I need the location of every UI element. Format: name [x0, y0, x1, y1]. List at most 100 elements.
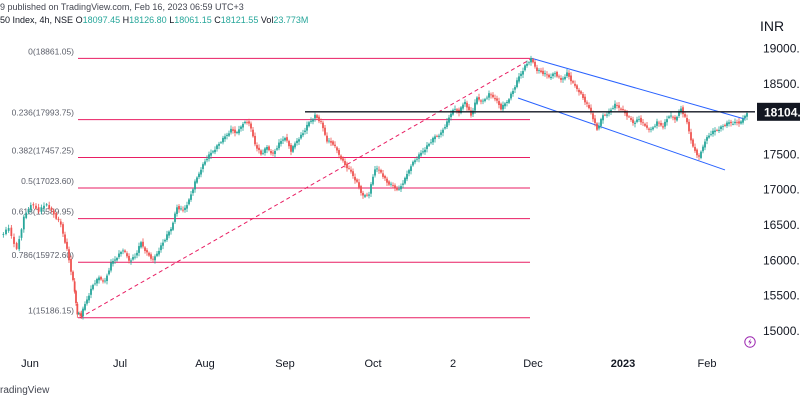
candle-body [326, 135, 328, 142]
candle-body [744, 115, 746, 119]
y-tick-label-6: 15500.00 [763, 289, 800, 303]
x-tick-label-1: Jul [113, 358, 127, 370]
candle-body [510, 93, 512, 99]
ohlc-high-value: 18126.80 [129, 15, 167, 25]
x-tick-label-3: Sep [275, 358, 295, 370]
candle-body [482, 100, 484, 102]
candle-body [410, 166, 412, 171]
candle-body [318, 116, 320, 122]
candle-body [702, 146, 704, 152]
candle-body [360, 186, 362, 193]
candle-body [43, 205, 45, 209]
candle-body [514, 87, 516, 90]
candle-body [154, 256, 156, 261]
candle-body [62, 224, 64, 234]
candle-body [716, 130, 718, 131]
candle-body [464, 101, 466, 105]
candle-body [480, 100, 482, 102]
candle-body [336, 147, 338, 151]
candle-body [496, 98, 498, 101]
candle-body [25, 212, 28, 218]
candle-body [106, 275, 108, 282]
candle-body [134, 256, 136, 258]
candle-body [162, 242, 164, 246]
candle-body [736, 122, 738, 124]
fib-trend-dashed-line [79, 57, 533, 319]
fib-trend-line[interactable] [79, 57, 533, 319]
candle-body [144, 247, 146, 251]
candle-body [678, 111, 680, 117]
candle-body [692, 139, 694, 147]
regression-channel[interactable] [517, 57, 746, 171]
candle-body [684, 114, 686, 117]
candle-body [642, 122, 644, 124]
candle-body [108, 270, 110, 275]
candle-body [120, 252, 122, 254]
candle-body [708, 135, 710, 138]
candle-body [37, 207, 40, 212]
candle-body [196, 177, 198, 183]
time-axis[interactable]: Jun Jul Aug Sep Oct 2 Dec 2023 Feb [21, 358, 716, 370]
candle-body [146, 250, 148, 253]
candle-body [550, 76, 552, 79]
candle-body [118, 253, 120, 258]
chart-header: 9 published on TradingView.com, Feb 16, … [0, 0, 760, 36]
candle-body [366, 194, 368, 196]
candle-body [258, 147, 260, 151]
candle-body [534, 61, 536, 67]
candle-body [622, 108, 624, 111]
candle-body [252, 129, 254, 137]
price-axis[interactable]: 19000.00 18500.00 17500.00 17000.00 16500.00… [763, 42, 800, 338]
candle-body [176, 207, 178, 214]
candle-body [96, 278, 98, 284]
candle-body [682, 107, 684, 115]
candle-body [284, 138, 286, 141]
candle-body [646, 125, 648, 128]
candle-body [338, 150, 340, 155]
candle-body [232, 129, 234, 131]
candle-body [400, 186, 402, 190]
fibonacci-retracement[interactable]: 0(18861.05) 0.236(17993.75) 0.382(17457.25… [12, 46, 530, 319]
candle-body [554, 73, 556, 75]
candle-body [342, 158, 344, 161]
candle-body [90, 288, 92, 295]
candle-body [504, 103, 506, 107]
candle-body [194, 181, 196, 190]
candle-body [394, 185, 396, 188]
candle-body [396, 188, 398, 190]
candle-body [316, 115, 318, 118]
x-tick-label-0: Jun [21, 358, 39, 370]
volume-key: Vol [260, 15, 274, 25]
candle-body [686, 117, 688, 123]
candle-body [706, 137, 708, 141]
candle-body [724, 124, 726, 126]
candle-body [552, 73, 554, 77]
candle-body [124, 250, 126, 252]
last-price-line: 18104. [305, 102, 800, 121]
candle-body [262, 152, 264, 154]
candle-body [572, 81, 574, 83]
symbol-name: 50 Index, 4h, NSE [0, 15, 74, 25]
candle-body [57, 218, 60, 221]
candle-body [406, 173, 408, 180]
fib-level-label-4: 0.618(16589.95) [12, 207, 75, 217]
candle-body [382, 173, 384, 177]
candle-body [346, 163, 348, 169]
candle-body [416, 158, 418, 160]
candle-body [294, 143, 296, 148]
candle-body [182, 209, 184, 211]
candle-body [604, 114, 606, 116]
tradingview-bolt-icon[interactable] [744, 336, 756, 348]
candle-body [620, 108, 622, 110]
candle-body [186, 205, 188, 209]
candle-body [114, 259, 116, 261]
y-tick-label-0: 19000.00 [763, 42, 800, 56]
candle-body [88, 295, 90, 301]
publish-info: 9 published on TradingView.com, Feb 16, … [0, 2, 244, 12]
ohlc-close-value: 18121.55 [220, 15, 259, 25]
candle-body [474, 102, 476, 111]
candle-body [102, 280, 104, 282]
candle-body [638, 119, 640, 120]
candle-body [164, 239, 166, 242]
